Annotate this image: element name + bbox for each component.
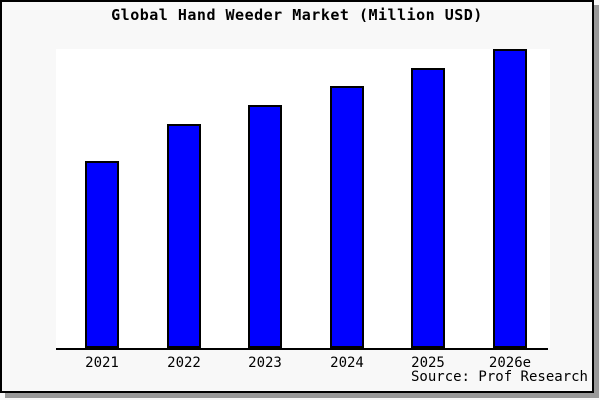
bar-2022 [167,124,201,348]
bar-2024 [330,86,364,348]
plot-area [56,49,550,348]
x-tick-label-2022: 2022 [167,355,201,371]
chart-title: Global Hand Weeder Market (Million USD) [111,6,483,24]
bar-2026e [493,49,527,348]
x-tick-label-2025: 2025 [411,355,445,371]
bar-2025 [411,68,445,348]
x-tick-label-2023: 2023 [248,355,282,371]
x-tick-label-2021: 2021 [85,355,119,371]
x-tick-label-2026e: 2026e [488,355,532,371]
bar-2021 [85,161,119,348]
x-tick-label-2024: 2024 [330,355,364,371]
x-axis-line [56,348,548,350]
source-credit: Source: Prof Research [410,369,588,385]
bar-2023 [248,105,282,348]
